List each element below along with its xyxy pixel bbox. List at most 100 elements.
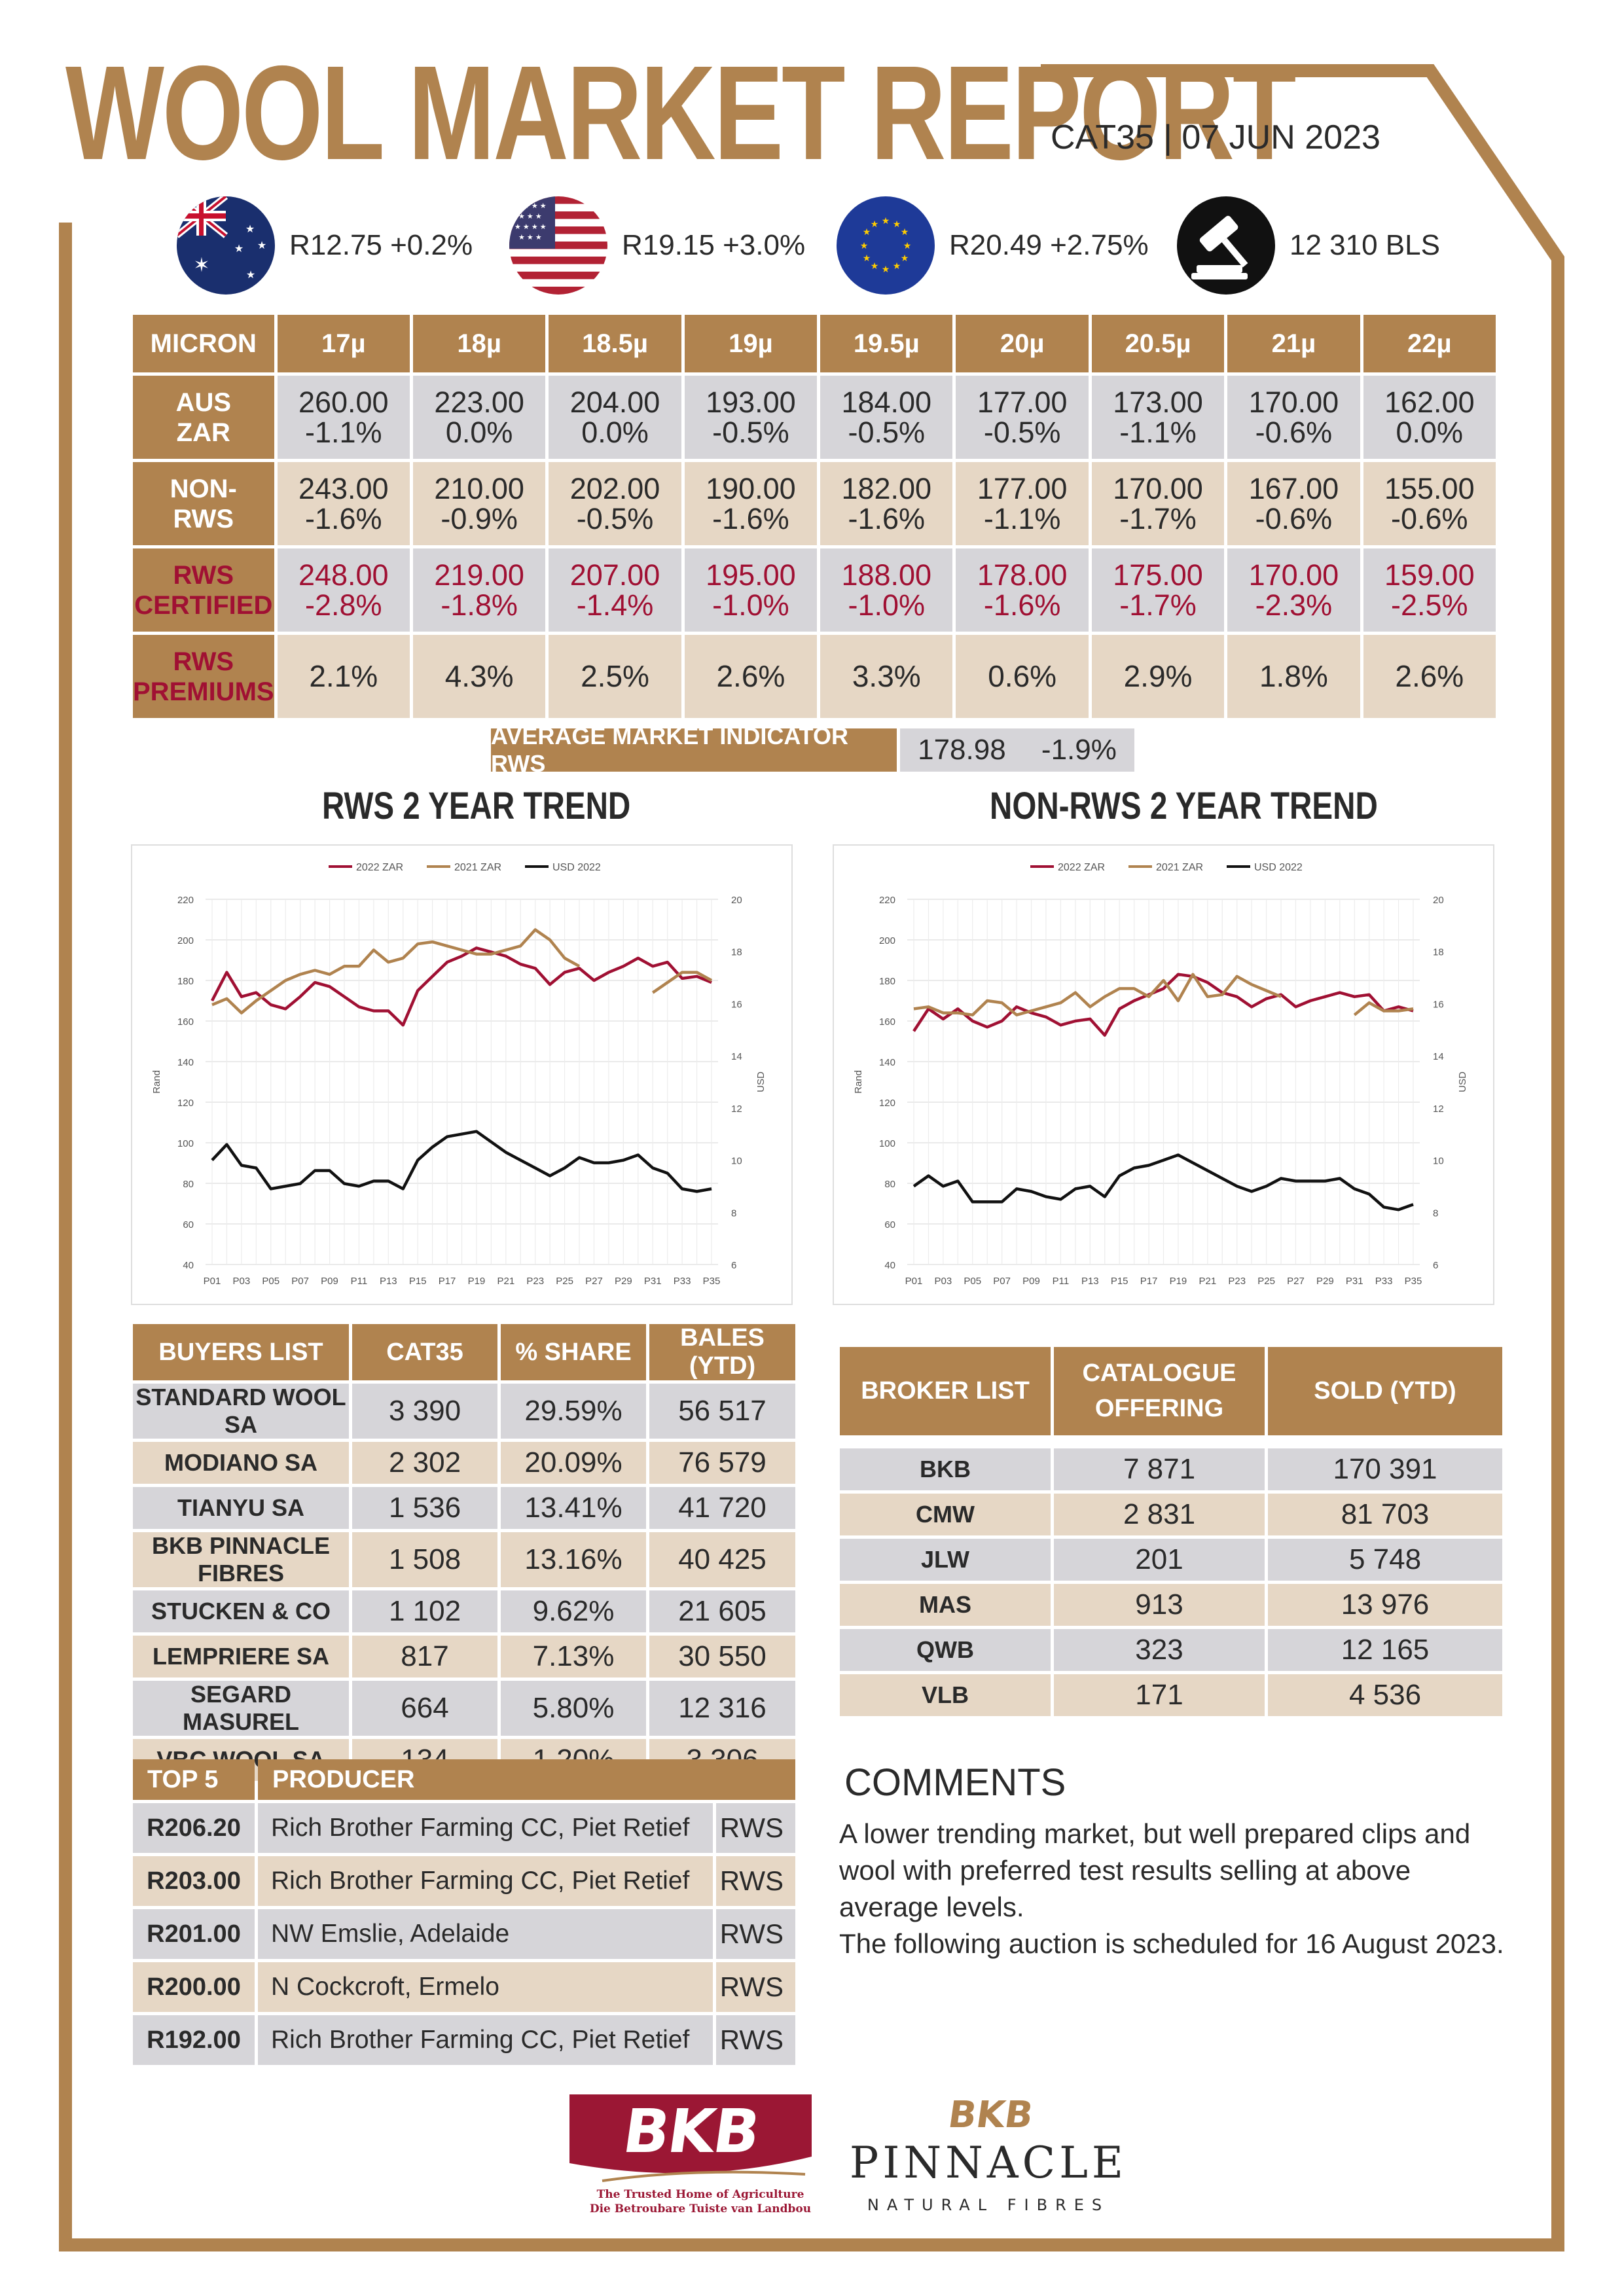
svg-text:✶: ✶ [193, 255, 209, 276]
top5-row: R200.00 N Cockcroft, Ermelo RWS [133, 1962, 795, 2012]
buyers-row: STUCKEN & CO 1 102 9.62% 21 605 [133, 1590, 795, 1632]
x-tick-label: P01 [204, 1276, 221, 1287]
price-change: -0.5% [712, 415, 789, 449]
broker-value: 171 [1054, 1674, 1265, 1716]
x-tick-label: P07 [993, 1276, 1011, 1287]
broker-value: 170 391 [1268, 1448, 1502, 1490]
top5-type: RWS [715, 1962, 795, 2012]
broker-value: 5 748 [1268, 1539, 1502, 1581]
x-tick-label: P33 [1375, 1276, 1393, 1287]
x-tick-label: P19 [468, 1276, 486, 1287]
y-tick-label: 60 [183, 1219, 194, 1230]
price-value: 170.00 [1248, 385, 1339, 419]
premium-cell: 2.6% [1363, 635, 1496, 718]
buyer-value: 3 390 [352, 1384, 497, 1439]
report-subtitle: CAT35 | 07 JUN 2023 [1051, 118, 1380, 156]
price-value: 177.00 [977, 471, 1068, 505]
price-change: -1.6% [304, 501, 382, 535]
micron-price-cell: 248.00 -2.8% [277, 548, 410, 632]
buyer-name: BKB PINNACLE FIBRES [133, 1532, 349, 1587]
micron-price-cell: 207.00 -1.4% [549, 548, 681, 632]
premium-cell: 1.8% [1227, 635, 1360, 718]
report-title: WOOL MARKET REPORT [65, 38, 1297, 188]
micron-price-cell: 202.00 -0.5% [549, 462, 681, 545]
x-tick-label: P25 [1257, 1276, 1275, 1287]
y-tick-label: 80 [183, 1179, 194, 1190]
y-tick-label: 220 [177, 895, 194, 906]
buyer-value: 1 508 [352, 1532, 497, 1587]
buyers-row: SEGARD MASUREL 664 5.80% 12 316 [133, 1681, 795, 1736]
micron-price-cell: 195.00 -1.0% [684, 548, 818, 632]
micron-price-cell: 193.00 -0.5% [684, 376, 818, 459]
buyers-row: BKB PINNACLE FIBRES 1 508 13.16% 40 425 [133, 1532, 795, 1587]
micron-header-row: MICRON 17µ 18µ 18.5µ 19µ 19.5µ 20µ 20.5µ… [133, 315, 1496, 372]
x-tick-label: P03 [935, 1276, 952, 1287]
micron-price-cell: 210.00 -0.9% [412, 462, 546, 545]
bkb-tagline-en: The Trusted Home of Agriculture [597, 2188, 804, 2201]
broker-row: MAS 913 13 976 [840, 1584, 1502, 1626]
price-value: 260.00 [298, 385, 389, 419]
y2-axis-label: USD [755, 1071, 767, 1092]
svg-text:★: ★ [871, 219, 879, 229]
price-value: 204.00 [569, 385, 660, 419]
row-label-line: RWS [173, 504, 234, 533]
broker-header-row: BROKER LIST CATALOGUE OFFERING SOLD (YTD… [840, 1347, 1502, 1435]
premium-cell: 2.1% [277, 635, 410, 718]
y-tick-label: 120 [177, 1098, 194, 1109]
y-tick-label: 60 [884, 1219, 895, 1230]
price-value: 184.00 [841, 385, 932, 419]
price-change: -1.4% [576, 588, 654, 622]
price-change: -0.6% [1255, 415, 1333, 449]
broker-name: MAS [840, 1584, 1051, 1626]
buyer-name: STANDARD WOOL SA [133, 1384, 349, 1439]
buyer-value: 13.16% [501, 1532, 646, 1587]
series-line [1353, 1001, 1414, 1016]
y2-tick-label: 20 [1433, 895, 1444, 906]
price-change: -0.6% [1255, 501, 1333, 535]
x-tick-label: P25 [556, 1276, 573, 1287]
broker-name: QWB [840, 1629, 1051, 1671]
top5-producers-table: TOP 5 PRODUCER R206.20 Rich Brother Farmi… [130, 1756, 799, 2068]
price-value: 167.00 [1248, 471, 1339, 505]
top5-type: RWS [715, 1803, 795, 1853]
rws-trend-chart-svg: 220 200 180 160 140 120 100 80 60 40 20 18 16 14 12 10 8… [151, 862, 767, 1287]
svg-text:★ ★ ★: ★ ★ ★ [518, 234, 542, 242]
pinnacle-tagline: NATURAL FIBRES [867, 2196, 1110, 2214]
price-value: 190.00 [706, 471, 796, 505]
micron-price-cell: 159.00 -2.5% [1363, 548, 1496, 632]
buyer-value: 76 579 [649, 1442, 795, 1484]
svg-text:★: ★ [863, 253, 871, 263]
svg-text:★: ★ [882, 264, 890, 274]
row-label-line: CERTIFIED [134, 590, 273, 620]
svg-text:★: ★ [882, 215, 890, 226]
price-value: 155.00 [1384, 471, 1475, 505]
top5-producer: Rich Brother Farming CC, Piet Retief [258, 2015, 713, 2065]
micron-row-label: AUS ZAR [133, 376, 274, 459]
micron-price-cell: 177.00 -1.1% [956, 462, 1089, 545]
rate-aud: ✶ ★ ★ ★ ★ R12.75 +0.2% [177, 196, 473, 295]
x-tick-label: P13 [380, 1276, 397, 1287]
row-label-line: ZAR [176, 418, 230, 447]
buyer-value: 5.80% [501, 1681, 646, 1736]
broker-value: 323 [1054, 1629, 1265, 1671]
y2-tick-label: 20 [731, 895, 742, 906]
top5-producer: N Cockcroft, Ermelo [258, 1962, 713, 2012]
y-tick-label: 40 [183, 1260, 194, 1271]
price-change: -2.8% [304, 588, 382, 622]
top5-price: R201.00 [133, 1909, 255, 1959]
y-tick-label: 40 [884, 1260, 895, 1271]
y-tick-label: 100 [879, 1138, 895, 1149]
x-tick-label: P09 [321, 1276, 338, 1287]
buyer-value: 817 [352, 1636, 497, 1677]
x-tick-label: P09 [1022, 1276, 1040, 1287]
micron-row: NON- RWS 243.00 -1.6% 210.00 -0.9% 202.00 -0.5%… [133, 462, 1496, 545]
buyers-header-cell: % SHARE [501, 1324, 646, 1380]
micron-price-cell: 170.00 -0.6% [1227, 376, 1360, 459]
svg-text:★: ★ [893, 260, 901, 271]
price-value: 202.00 [569, 471, 660, 505]
legend-label: USD 2022 [1254, 862, 1303, 873]
svg-text:★: ★ [893, 219, 901, 229]
micron-price-cell: 184.00 -0.5% [820, 376, 953, 459]
price-change: -1.6% [983, 588, 1061, 622]
buyer-value: 13.41% [501, 1487, 646, 1529]
